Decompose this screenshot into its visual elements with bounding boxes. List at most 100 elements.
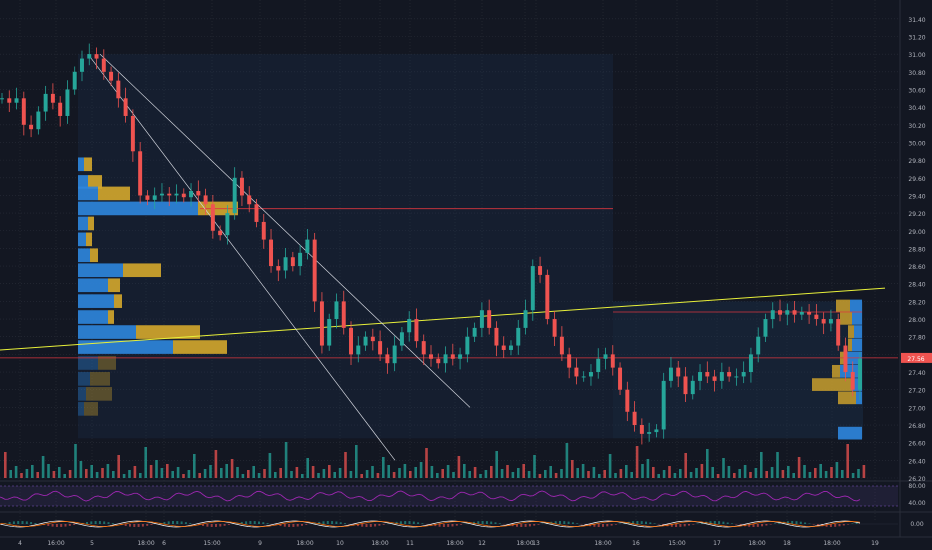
macd-histogram-bar	[404, 521, 407, 524]
macd-histogram-bar	[533, 524, 536, 526]
candle-body	[145, 195, 150, 200]
price-tick-label: 27.80	[908, 335, 925, 342]
macd-histogram-bar	[124, 524, 127, 526]
candle-body	[785, 310, 790, 315]
candle-body	[189, 191, 194, 198]
volume-bar	[760, 452, 763, 478]
candle-body	[668, 367, 673, 381]
time-tick-label: 18:00	[371, 540, 388, 547]
vp-bar-sell	[108, 278, 120, 293]
macd-histogram-bar	[344, 523, 346, 524]
price-tick-label: 28.60	[908, 264, 925, 271]
volume-bar	[355, 445, 358, 478]
macd-histogram-bar	[352, 524, 355, 526]
volume-bar	[743, 465, 747, 478]
macd-histogram-bar	[378, 524, 381, 526]
volume-bar	[322, 469, 326, 478]
macd-histogram-bar	[473, 521, 475, 524]
volume-bar	[344, 452, 347, 478]
macd-histogram-bar	[795, 521, 798, 524]
macd-histogram-bar	[645, 521, 647, 524]
candle-body	[247, 195, 252, 205]
macd-histogram-bar	[107, 522, 110, 524]
volume-bar	[673, 473, 677, 478]
volume-bar	[695, 468, 698, 478]
macd-histogram-bar	[477, 521, 480, 524]
macd-histogram-bar	[447, 524, 450, 527]
volume-bar	[468, 471, 471, 478]
macd-histogram-bar	[68, 524, 71, 526]
macd-histogram-bar	[713, 521, 716, 524]
macd-histogram-bar	[692, 524, 695, 525]
volume-bar	[382, 457, 385, 478]
candle-body	[421, 341, 426, 355]
volume-bar	[657, 474, 660, 478]
candle-body	[450, 354, 455, 359]
candle-body	[538, 266, 543, 275]
macd-histogram-bar	[301, 524, 303, 526]
macd-histogram-bar	[632, 521, 635, 524]
volume-bar	[171, 471, 174, 478]
macd-histogram-bar	[73, 524, 76, 525]
volume-bars	[4, 442, 866, 478]
candle-body	[778, 310, 782, 315]
volume-bar	[652, 467, 655, 478]
time-tick-label: 18	[783, 540, 791, 547]
macd-histogram-bar	[748, 524, 751, 527]
candle-body	[792, 310, 797, 315]
candle-body	[807, 311, 812, 315]
vp-bar-buy	[78, 248, 90, 263]
macd-histogram-bar	[653, 523, 656, 524]
macd-histogram-bar	[481, 521, 484, 524]
macd-histogram-bar	[649, 522, 652, 524]
volume-bar	[365, 470, 369, 478]
volume-bar	[155, 460, 158, 478]
macd-histogram-bar	[339, 522, 342, 524]
volume-bar	[290, 471, 293, 478]
candle-body	[159, 193, 164, 196]
candle-body	[858, 358, 862, 390]
volume-bar	[781, 470, 785, 478]
macd-histogram-bar	[808, 523, 811, 524]
macd-histogram-bar	[296, 524, 299, 527]
candle-body	[138, 151, 143, 196]
volume-bar	[122, 474, 126, 478]
volume-bar	[662, 470, 666, 478]
macd-histogram-bar	[94, 521, 97, 524]
volume-bar	[473, 467, 477, 478]
vp-bar-sell	[136, 325, 200, 339]
candle-body	[276, 266, 281, 271]
volume-bar	[284, 442, 288, 478]
price-tick-label: 26.40	[908, 458, 925, 465]
macd-histogram-bar	[679, 524, 682, 527]
macd-histogram-bar	[215, 524, 217, 527]
macd-histogram-bar	[417, 522, 420, 524]
candle-body	[414, 319, 419, 342]
macd-histogram-bar	[365, 524, 368, 527]
volume-bar	[74, 444, 77, 478]
candle-body	[14, 98, 19, 103]
macd-histogram-bar	[769, 524, 772, 525]
volume-bar	[79, 461, 83, 478]
volume-bar	[554, 473, 558, 478]
volume-bar	[263, 469, 266, 478]
candle-body	[581, 376, 586, 378]
candle-body	[574, 367, 579, 377]
volume-bar	[803, 465, 806, 478]
candle-body	[487, 310, 492, 328]
macd-histogram-bar	[21, 521, 24, 524]
macd-histogram-bar	[739, 524, 742, 526]
candle-body	[218, 230, 223, 236]
diagonal-line-1	[87, 53, 396, 461]
rsi-line	[0, 490, 861, 502]
volume-bar	[295, 467, 299, 478]
macd-tick-label: 0.00	[910, 521, 924, 528]
candle-body	[705, 372, 710, 377]
macd-histogram-bar	[559, 521, 561, 524]
macd-histogram-bar	[834, 524, 837, 527]
price-tick-label: 30.20	[908, 123, 925, 130]
macd-histogram-bar	[361, 524, 364, 527]
vp-bar-sell	[848, 338, 852, 352]
macd-histogram-bar	[498, 523, 501, 524]
